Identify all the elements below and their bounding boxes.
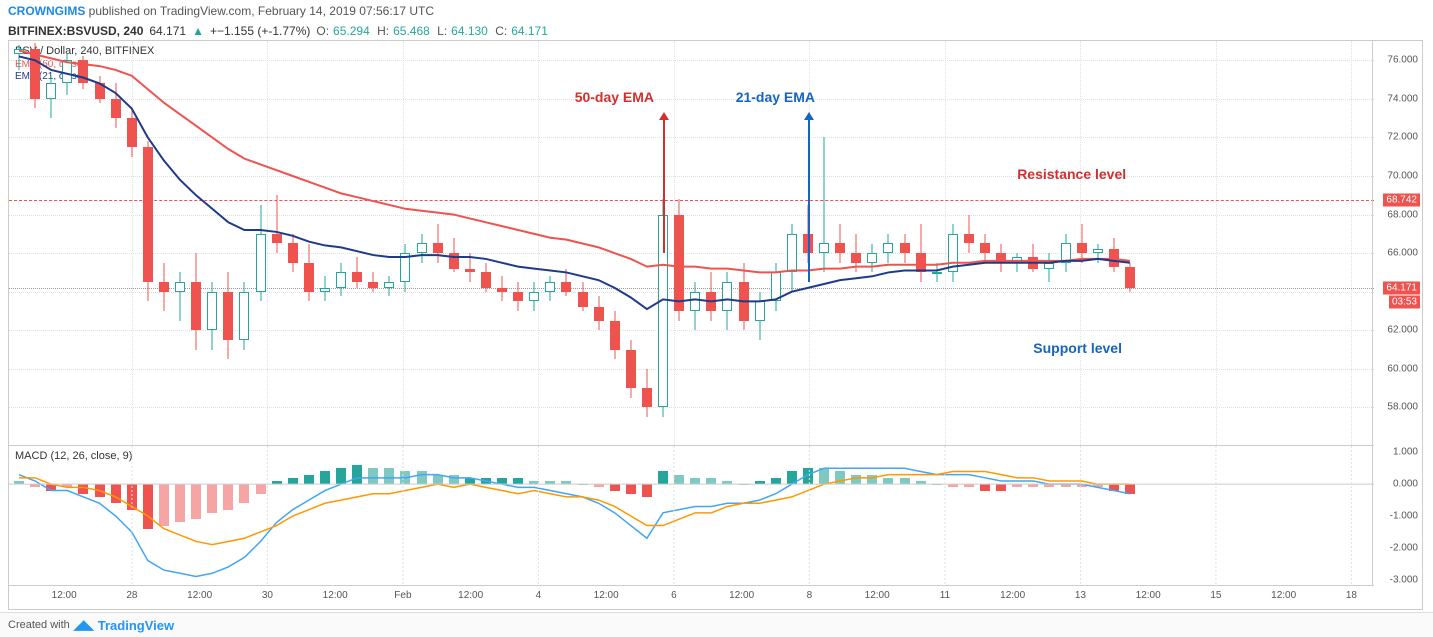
chart-container[interactable]: BSV / Dollar, 240, BITFINEX EMA (50, clo…: [8, 40, 1423, 610]
change: +−1.155 (+-1.77%): [210, 24, 310, 38]
macd-lines: [9, 446, 1374, 586]
macd-label: MACD (12, 26, close, 9): [15, 450, 132, 462]
x-axis: 12:002812:003012:00Feb12:00412:00612:008…: [9, 586, 1374, 610]
ema-lines: [9, 41, 1374, 446]
header: CROWNGIMS published on TradingView.com, …: [0, 0, 1433, 22]
y-axis-macd: -3.000-2.000-1.0000.0001.000: [1372, 446, 1422, 586]
y-axis-price: 58.00060.00062.00064.00066.00068.00070.0…: [1372, 41, 1422, 446]
ticker-line: BITFINEX:BSVUSD, 240 64.171 ▲ +−1.155 (+…: [0, 22, 1433, 40]
ohlc: O:65.294 H:65.468 L:64.130 C:64.171: [316, 24, 552, 38]
price-pane[interactable]: BSV / Dollar, 240, BITFINEX EMA (50, clo…: [9, 41, 1374, 446]
published-text: published on TradingView.com,: [89, 4, 255, 18]
tradingview-logo-icon: ◢◣: [74, 617, 94, 633]
footer: Created with ◢◣ TradingView: [0, 612, 1433, 637]
publish-date: February 14, 2019 07:56:17 UTC: [258, 4, 434, 18]
symbol: BITFINEX:BSVUSD, 240: [8, 24, 143, 38]
brand-name: TradingView: [98, 618, 174, 633]
macd-pane[interactable]: MACD (12, 26, close, 9): [9, 446, 1374, 586]
username: CROWNGIMS: [8, 4, 85, 18]
price: 64.171: [149, 24, 186, 38]
footer-text: Created with: [8, 619, 70, 631]
up-arrow-icon: ▲: [192, 24, 204, 38]
